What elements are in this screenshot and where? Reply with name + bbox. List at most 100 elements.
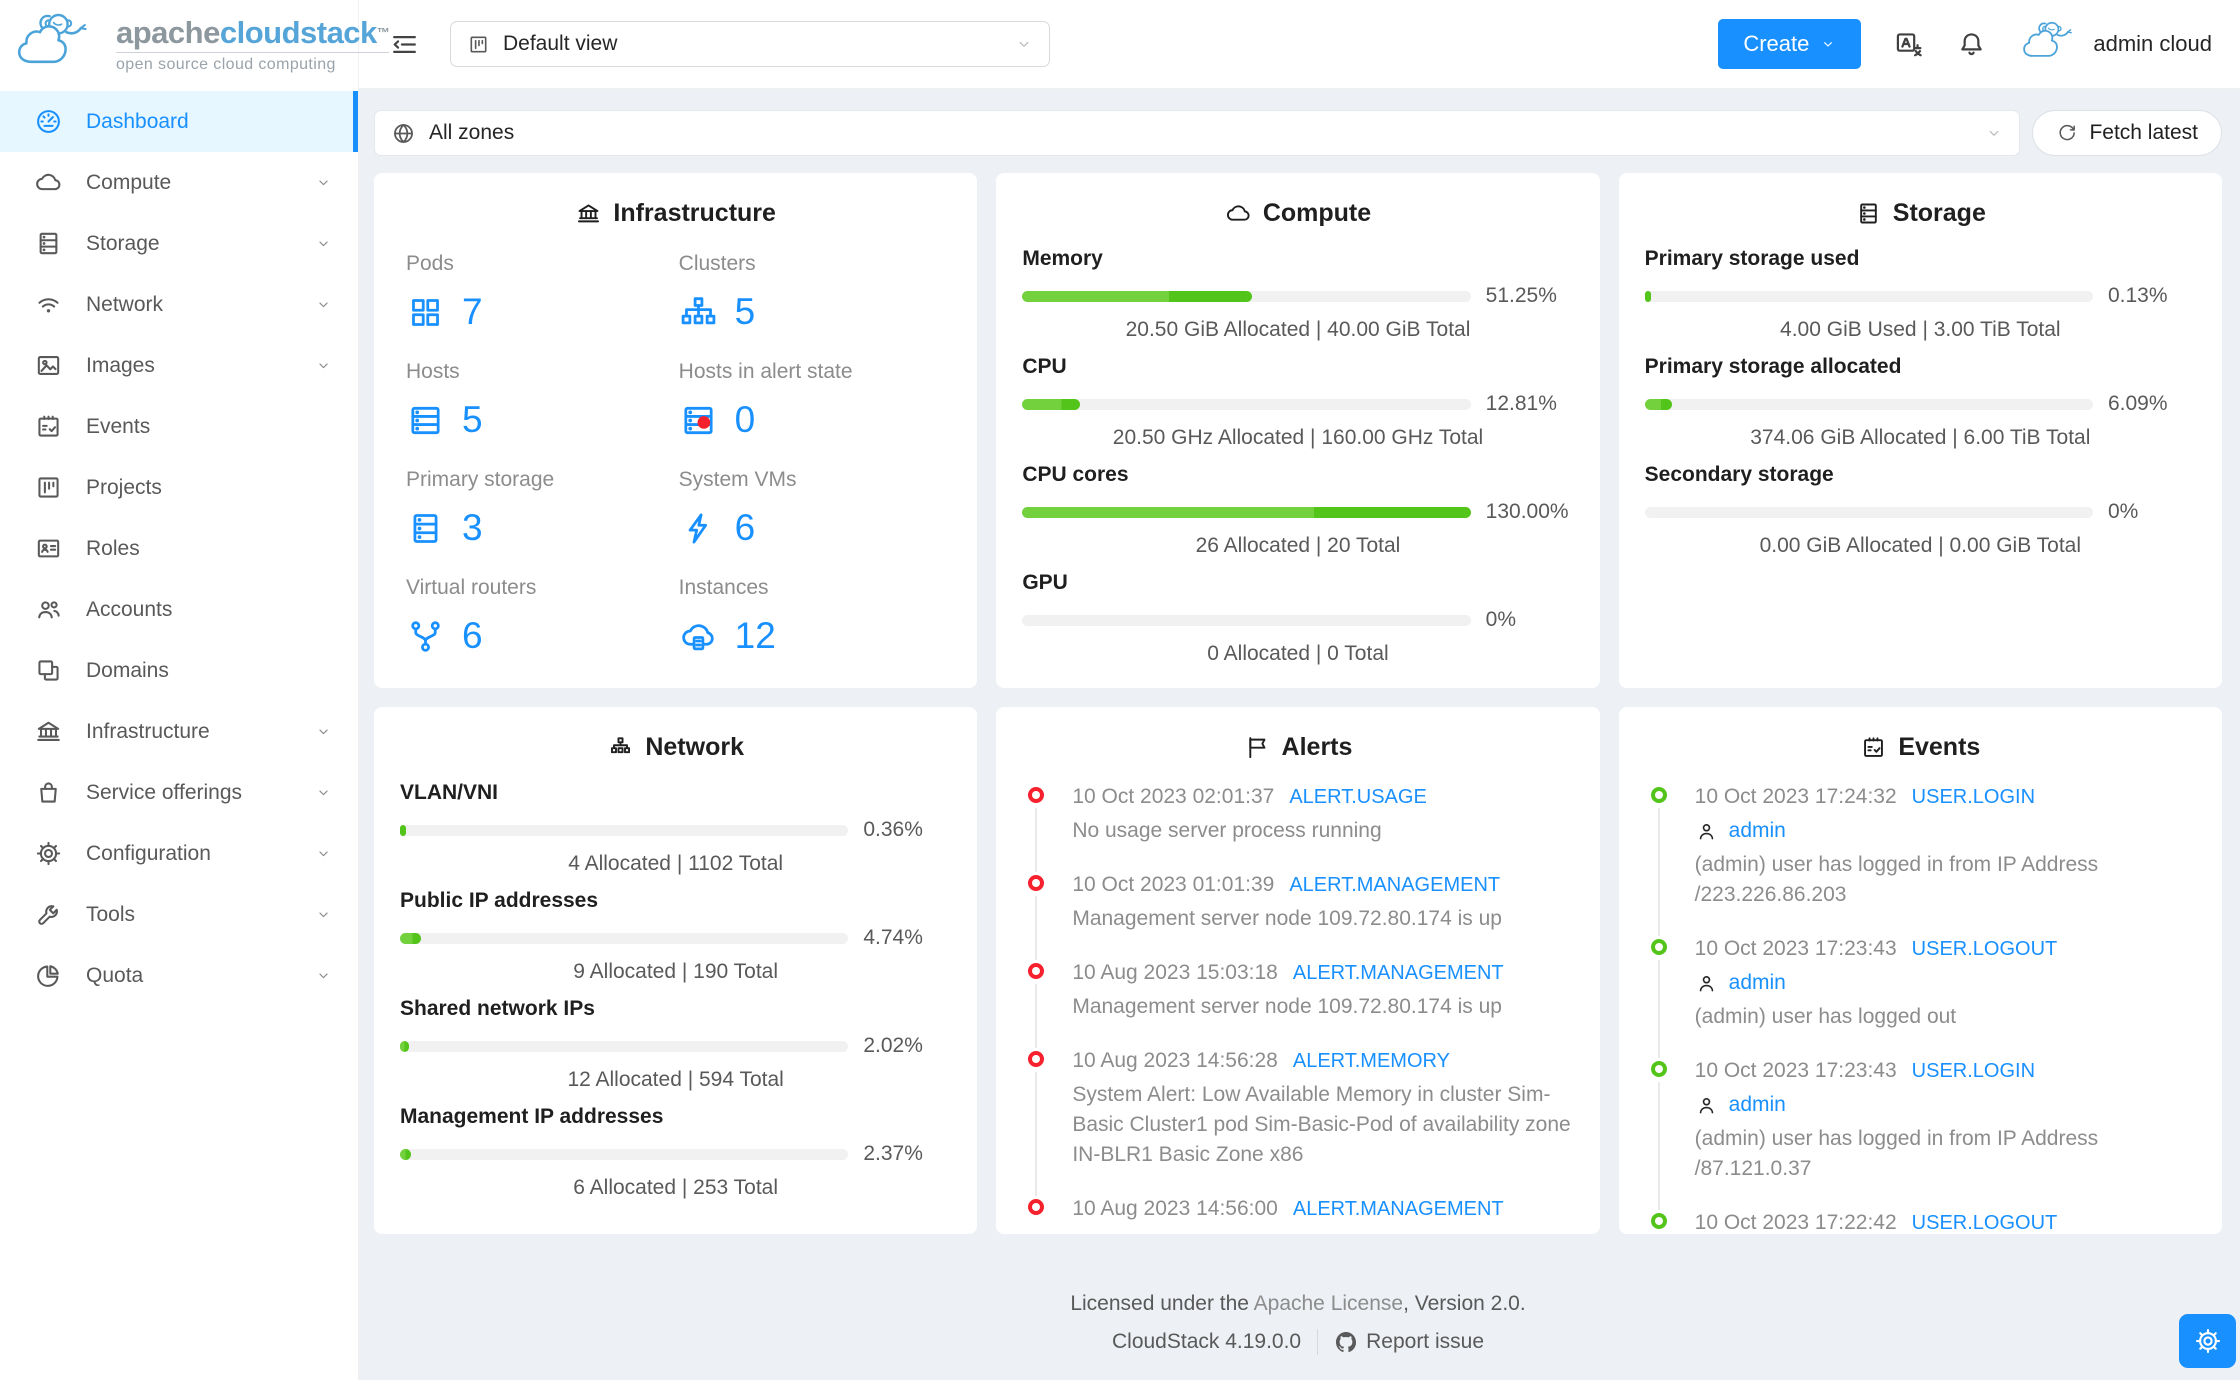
zone-select[interactable]: All zones [374, 110, 2021, 156]
network-rows: VLAN/VNI 0.36% 4 Allocated | 1102 Total … [400, 780, 951, 1201]
bell-icon[interactable] [1956, 29, 1987, 60]
chevron-down-icon [315, 723, 332, 740]
progress-label: GPU [1022, 571, 1068, 594]
event-description: System Alert: Low Available Memory in cl… [1072, 1083, 1571, 1166]
event-type-link[interactable]: USER.LOGOUT [1911, 938, 2058, 960]
chevron-down-icon [315, 357, 332, 374]
dashboard-icon [34, 107, 63, 136]
sidebar-item-compute[interactable]: Compute [0, 152, 358, 213]
appstore-icon [406, 293, 445, 332]
network-card: Network VLAN/VNI 0.36% 4 Allocated | 110… [374, 707, 978, 1234]
progress-detail: 0.00 GiB Allocated | 0.00 GiB Total [1759, 534, 2082, 557]
logo-link[interactable]: apachecloudstack™ open source cloud comp… [0, 0, 390, 89]
create-button[interactable]: Create [1718, 19, 1862, 69]
event-type-link[interactable]: ALERT.MANAGEMENT [1289, 874, 1501, 896]
progress-row: Public IP addresses 4.74% 9 Allocated | … [400, 888, 951, 985]
progress-bar [1022, 398, 1471, 410]
infra-stat-label: Virtual routers [406, 576, 537, 599]
infra-stat-value[interactable]: 5 [406, 399, 679, 441]
sidebar-item-service-offerings[interactable]: Service offerings [0, 762, 358, 823]
sidebar-item-infrastructure[interactable]: Infrastructure [0, 701, 358, 762]
sidebar-item-dashboard[interactable]: Dashboard [0, 91, 358, 152]
sidebar-item-label: Network [86, 292, 164, 316]
infra-stat: Instances 12 [679, 576, 952, 657]
sidebar-nav: Dashboard Compute Storage Network Images… [0, 89, 358, 1006]
report-issue-link[interactable]: Report issue [1334, 1330, 1484, 1354]
apache-license-link[interactable]: Apache License [1253, 1292, 1404, 1315]
sidebar-item-configuration[interactable]: Configuration [0, 823, 358, 884]
sidebar-item-events[interactable]: Events [0, 396, 358, 457]
sidebar-item-label: Infrastructure [86, 719, 210, 743]
fetch-latest-button[interactable]: Fetch latest [2032, 110, 2222, 156]
event-type-link[interactable]: ALERT.MANAGEMENT [1292, 1198, 1504, 1220]
infra-stat-value[interactable]: 12 [679, 615, 952, 657]
sidebar-item-projects[interactable]: Projects [0, 457, 358, 518]
event-type-link[interactable]: ALERT.MANAGEMENT [1292, 962, 1504, 984]
infra-stat-number: 6 [734, 507, 756, 548]
progress-bar [1644, 506, 2093, 518]
sidebar-item-label: Service offerings [86, 780, 243, 804]
view-select[interactable]: Default view [450, 21, 1050, 67]
sidebar-item-tools[interactable]: Tools [0, 884, 358, 945]
database-icon [1855, 200, 1882, 227]
infra-stat-number: 7 [462, 291, 483, 332]
main-area: Default view Create admin cloud All zone… [359, 0, 2240, 1380]
user-menu[interactable]: admin cloud [2019, 19, 2212, 69]
event-description: Management server node 109.72.80.174 is … [1072, 995, 1502, 1018]
infra-stat-value[interactable]: 7 [406, 291, 679, 333]
timeline-item: 10 Aug 2023 14:56:00 ALERT.MANAGEMENT [1028, 1194, 1573, 1234]
progress-detail: 20.50 GiB Allocated | 40.00 GiB Total [1125, 318, 1471, 341]
progress-label: Secondary storage [1644, 463, 1834, 486]
infrastructure-card: Infrastructure Pods 7 Clusters 5 Hosts 5… [374, 173, 978, 688]
sidebar-item-label: Quota [86, 963, 144, 987]
infra-stat-value[interactable]: 6 [679, 507, 952, 549]
progress-percent: 0.13% [2107, 284, 2168, 307]
event-type-link[interactable]: ALERT.USAGE [1289, 786, 1427, 808]
infra-stat-value[interactable]: 3 [406, 507, 679, 549]
event-type-link[interactable]: USER.LOGOUT [1911, 1212, 2058, 1234]
progress-percent: 4.74% [863, 926, 923, 949]
gear-icon [34, 839, 63, 868]
progress-label: Memory [1022, 247, 1103, 270]
event-description: (admin) user has logged in from IP Addre… [1694, 1127, 2099, 1180]
progress-label: CPU cores [1022, 463, 1129, 486]
sidebar-item-images[interactable]: Images [0, 335, 358, 396]
compute-card-title: Compute [1022, 199, 1573, 228]
theme-settings-button[interactable] [2179, 1314, 2236, 1368]
menu-fold-icon[interactable] [389, 29, 420, 60]
progress-row: Management IP addresses 2.37% 6 Allocate… [400, 1104, 951, 1201]
event-user-row: admin [1695, 816, 2196, 846]
timeline-item: 10 Aug 2023 14:56:28 ALERT.MEMORY System… [1028, 1046, 1573, 1196]
event-type-link[interactable]: USER.LOGIN [1911, 786, 2036, 808]
event-type-link[interactable]: ALERT.MEMORY [1292, 1050, 1450, 1072]
infra-stat-label: Hosts [406, 360, 460, 383]
storage-card: Storage Primary storage used 0.13% 4.00 … [1618, 173, 2222, 688]
event-user-link[interactable]: admin [1728, 819, 1786, 842]
version-text: CloudStack 4.19.0.0 [1111, 1330, 1302, 1353]
event-description: No usage server process running [1072, 819, 1382, 842]
event-user-link[interactable]: admin [1728, 971, 1786, 994]
chevron-down-icon [1985, 124, 2003, 142]
fork-icon [406, 617, 445, 656]
sidebar-item-quota[interactable]: Quota [0, 945, 358, 1006]
event-type-link[interactable]: USER.LOGIN [1911, 1060, 2036, 1082]
sidebar-item-storage[interactable]: Storage [0, 213, 358, 274]
sidebar-item-network[interactable]: Network [0, 274, 358, 335]
event-user-link[interactable]: admin [1728, 1093, 1786, 1116]
sidebar-item-label: Dashboard [86, 109, 189, 133]
sidebar-item-label: Images [86, 353, 155, 377]
infra-stat-value[interactable]: 6 [406, 615, 679, 657]
wifi-icon [34, 290, 63, 319]
translate-icon[interactable] [1893, 29, 1924, 60]
sidebar-item-roles[interactable]: Roles [0, 518, 358, 579]
infrastructure-card-title: Infrastructure [400, 199, 951, 228]
sidebar-item-accounts[interactable]: Accounts [0, 579, 358, 640]
footer: Licensed under the Apache License, Versi… [374, 1234, 2222, 1355]
infra-stat-value[interactable]: 5 [679, 291, 952, 333]
sidebar-item-domains[interactable]: Domains [0, 640, 358, 701]
host-icon [406, 401, 445, 440]
progress-detail: 26 Allocated | 20 Total [1195, 534, 1401, 557]
infra-stat-value[interactable]: 0 [679, 399, 952, 441]
storage-rows: Primary storage used 0.13% 4.00 GiB Used… [1644, 246, 2196, 559]
event-time: 10 Oct 2023 17:24:32 [1694, 785, 1897, 808]
